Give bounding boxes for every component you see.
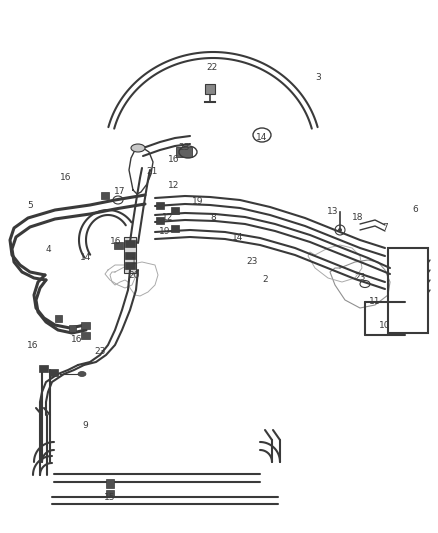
- Bar: [106, 479, 114, 488]
- Bar: [124, 237, 136, 273]
- Bar: [39, 365, 47, 372]
- Text: 2: 2: [262, 276, 268, 285]
- Text: 20: 20: [128, 271, 140, 279]
- Text: 11: 11: [369, 297, 381, 306]
- Bar: [171, 206, 179, 214]
- Bar: [205, 84, 215, 94]
- Bar: [156, 201, 164, 208]
- Text: 16: 16: [110, 238, 122, 246]
- Bar: [54, 314, 61, 321]
- Text: 13: 13: [327, 207, 339, 216]
- Bar: [125, 239, 135, 246]
- Text: 15: 15: [104, 494, 116, 503]
- Bar: [113, 241, 123, 248]
- Text: 16: 16: [27, 342, 39, 351]
- Text: 14: 14: [232, 233, 244, 243]
- Text: 5: 5: [27, 200, 33, 209]
- Text: 19: 19: [159, 228, 171, 237]
- Text: 14: 14: [256, 133, 268, 142]
- Text: 16: 16: [168, 156, 180, 165]
- Text: 9: 9: [82, 421, 88, 430]
- Bar: [101, 191, 109, 198]
- Bar: [156, 216, 164, 223]
- Text: 8: 8: [210, 214, 216, 222]
- Ellipse shape: [78, 372, 86, 376]
- Circle shape: [338, 228, 342, 232]
- Bar: [171, 224, 179, 231]
- Text: 3: 3: [315, 74, 321, 83]
- Bar: [68, 325, 75, 332]
- Text: 4: 4: [45, 246, 51, 254]
- Bar: [388, 248, 428, 333]
- Bar: [176, 147, 192, 157]
- Bar: [125, 252, 135, 259]
- Text: 1: 1: [131, 257, 137, 266]
- Text: 22: 22: [206, 63, 218, 72]
- Bar: [81, 332, 89, 338]
- Text: 21: 21: [146, 167, 158, 176]
- Bar: [49, 368, 57, 376]
- Text: 6: 6: [412, 206, 418, 214]
- Text: 23: 23: [354, 273, 366, 282]
- Text: 16: 16: [60, 174, 72, 182]
- Text: 23: 23: [246, 257, 258, 266]
- Ellipse shape: [131, 144, 145, 152]
- Text: 23: 23: [178, 143, 190, 152]
- Bar: [106, 490, 114, 496]
- Text: 19: 19: [192, 198, 204, 206]
- Text: 17: 17: [114, 188, 126, 197]
- Text: 23: 23: [94, 348, 106, 357]
- Text: 12: 12: [168, 182, 180, 190]
- Text: 16: 16: [71, 335, 83, 344]
- Text: 12: 12: [162, 214, 174, 222]
- Bar: [125, 262, 135, 269]
- Text: 18: 18: [352, 214, 364, 222]
- Text: 10: 10: [379, 320, 391, 329]
- Text: 14: 14: [80, 254, 92, 262]
- Bar: [81, 321, 89, 328]
- Text: 7: 7: [382, 223, 388, 232]
